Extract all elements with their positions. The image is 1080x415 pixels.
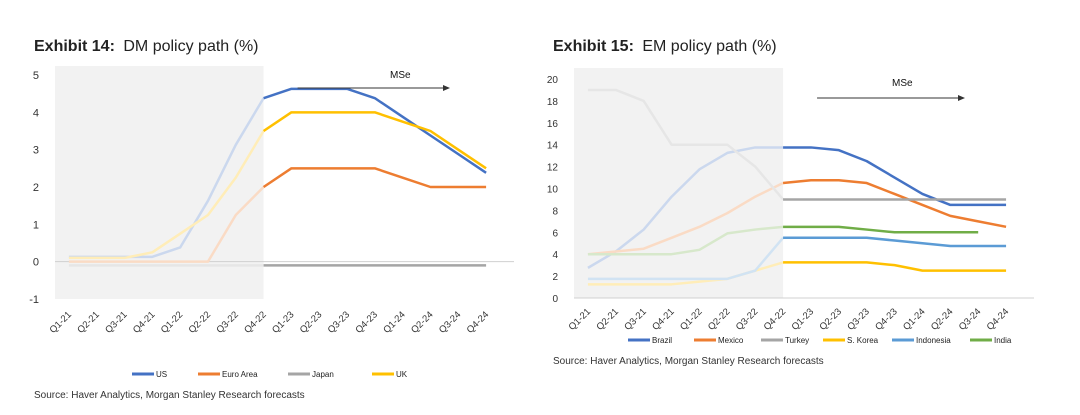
y-tick-label: 12 <box>547 163 559 174</box>
forecast-arrow-head <box>443 85 450 91</box>
series-line-history <box>587 225 784 256</box>
history-shading <box>574 68 784 298</box>
x-tick-label: Q2-21 <box>75 309 101 335</box>
exhibit-15: Exhibit 15: EM policy path (%) 0 2 4 6 8 10 12… <box>540 0 1080 415</box>
y-tick-label: 20 <box>547 75 559 86</box>
x-tick-label: Q1-21 <box>567 306 593 332</box>
y-tick-label: 5 <box>33 70 39 82</box>
series-line-forecast <box>783 225 979 234</box>
series-line-forecast <box>262 111 487 170</box>
y-tick-label: 6 <box>552 228 558 239</box>
exhibit-15-title-text: EM policy path (%) <box>642 38 777 55</box>
x-tick-label: Q4-21 <box>131 309 157 335</box>
y-tick-label: -1 <box>29 294 39 306</box>
y-tick-label: 2 <box>33 182 39 194</box>
x-tick-label: Q1-24 <box>381 309 407 335</box>
series-line-history <box>587 181 784 256</box>
x-tick-label: Q2-22 <box>706 306 732 332</box>
x-tick-label: Q4-22 <box>762 306 788 332</box>
series-line-history <box>68 130 265 260</box>
x-tick-label: Q2-22 <box>187 309 213 335</box>
x-tick-label: Q4-23 <box>873 306 899 332</box>
series-line-history <box>587 236 785 281</box>
x-tick-label: Q2-23 <box>817 306 843 332</box>
y-tick-label: 4 <box>552 250 558 261</box>
legend-label: Turkey <box>785 336 809 345</box>
x-tick-label: Q4-24 <box>465 309 491 335</box>
x-tick-label: Q1-22 <box>159 309 185 335</box>
legend-label: Indonesia <box>916 336 951 345</box>
forecast-arrow-head <box>958 95 965 101</box>
legend-label: India <box>994 336 1012 345</box>
exhibit-14-number: Exhibit 14: <box>34 38 115 55</box>
legend-label: S. Korea <box>847 336 879 345</box>
x-tick-label: Q1-24 <box>901 306 927 332</box>
legend-label: Japan <box>312 370 334 379</box>
legend-label: Mexico <box>718 336 744 345</box>
y-tick-label: 4 <box>33 107 39 119</box>
exhibit-14-title: Exhibit 14: DM policy path (%) <box>34 38 259 56</box>
y-tick-label: 1 <box>33 219 39 231</box>
legend-label: US <box>156 370 167 379</box>
x-tick-label: Q3-21 <box>622 306 648 332</box>
y-tick-label: 18 <box>547 97 559 108</box>
x-tick-label: Q4-22 <box>242 309 268 335</box>
x-tick-label: Q3-24 <box>437 309 463 335</box>
x-tick-label: Q3-22 <box>734 306 760 332</box>
x-tick-label: Q1-23 <box>790 306 816 332</box>
x-tick-label: Q2-24 <box>929 306 955 332</box>
exhibit-14-title-text: DM policy path (%) <box>123 38 259 55</box>
exhibit-15-number: Exhibit 15: <box>553 38 634 55</box>
series-line-forecast <box>263 87 487 174</box>
x-tick-label: Q3-23 <box>326 309 352 335</box>
y-tick-label: 10 <box>547 185 559 196</box>
x-tick-label: Q1-23 <box>270 309 296 335</box>
x-tick-label: Q1-21 <box>48 309 74 335</box>
series-line-history <box>68 186 265 263</box>
y-tick-label: 0 <box>552 294 558 305</box>
forecast-annotation: MSe <box>390 70 411 81</box>
series-line-forecast <box>262 167 487 189</box>
x-tick-label: Q4-24 <box>985 306 1011 332</box>
x-tick-label: Q2-21 <box>594 306 620 332</box>
legend-label: Euro Area <box>222 370 258 379</box>
x-tick-label: Q3-21 <box>103 309 129 335</box>
y-tick-label: 2 <box>552 272 558 283</box>
y-tick-label: 3 <box>33 145 39 157</box>
x-tick-label: Q1-22 <box>678 306 704 332</box>
x-tick-label: Q4-21 <box>650 306 676 332</box>
forecast-annotation: MSe <box>892 78 913 89</box>
series-line-history <box>587 146 784 269</box>
exhibit-14: Exhibit 14: DM policy path (%) -1 0 1 2 3 4 5 Q… <box>29 38 514 401</box>
y-tick-label: 14 <box>547 141 559 152</box>
x-tick-label: Q3-23 <box>845 306 871 332</box>
history-shading <box>55 66 264 299</box>
exhibit-14-source: Source: Haver Analytics, Morgan Stanley … <box>34 390 305 401</box>
x-tick-label: Q4-23 <box>354 309 380 335</box>
series-line-forecast <box>782 179 1007 229</box>
legend-label: Brazil <box>652 336 672 345</box>
series-line-forecast <box>783 146 1007 207</box>
y-tick-label: 8 <box>552 206 558 217</box>
y-tick-label: 16 <box>547 119 559 130</box>
x-tick-label: Q2-24 <box>409 309 435 335</box>
series-line-history <box>587 88 785 201</box>
exhibit-15-title: Exhibit 15: EM policy path (%) <box>553 38 777 56</box>
x-tick-label: Q2-23 <box>298 309 324 335</box>
exhibit-15-source: Source: Haver Analytics, Morgan Stanley … <box>553 356 824 367</box>
x-tick-label: Q3-24 <box>957 306 983 332</box>
y-tick-label: 0 <box>33 257 39 269</box>
series-line-forecast <box>783 261 1007 272</box>
x-tick-label: Q3-22 <box>214 309 240 335</box>
legend-label: UK <box>396 370 408 379</box>
series-line-forecast <box>783 236 1007 248</box>
